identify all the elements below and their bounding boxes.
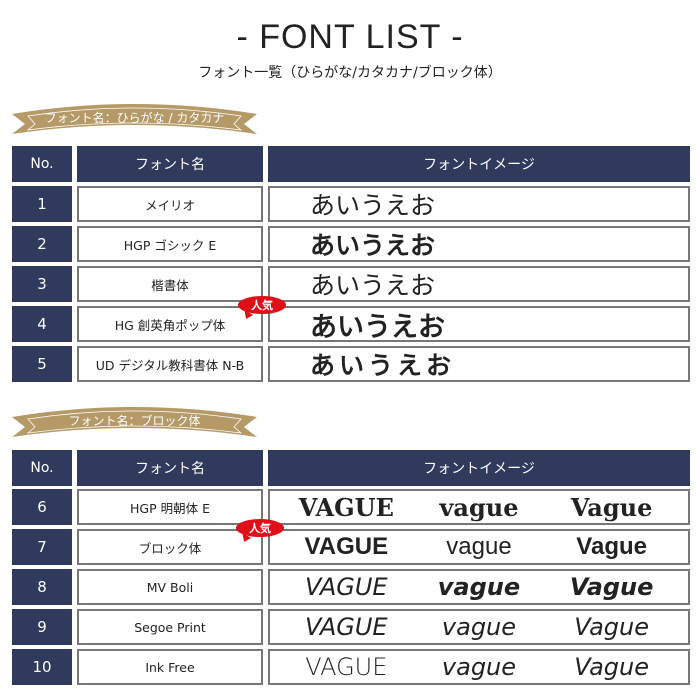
sample-text: Vague [574, 653, 650, 681]
font-name: Ink Free [77, 649, 263, 685]
row-number: 6 [12, 489, 72, 525]
sample-text: Vague [574, 613, 650, 641]
sample-text: vague [441, 653, 517, 681]
column-header: フォントイメージ [268, 146, 690, 182]
font-sample: あいうえお [268, 226, 690, 262]
font-name: HGP ゴシック E [77, 226, 263, 262]
sample-text: VAGUE [305, 613, 388, 641]
font-name: メイリオ [77, 186, 263, 222]
row-number: 7 [12, 529, 72, 565]
row-number: 1 [12, 186, 72, 222]
sample-text: vague [446, 533, 512, 560]
font-name: HGP 明朝体 E [77, 489, 263, 525]
font-sample: あいうえお [268, 186, 690, 222]
font-name: MV Boli [77, 569, 263, 605]
sample-text: Vague [576, 533, 647, 560]
sample-text: VAGUE [305, 573, 388, 601]
popular-badge: 人気 [236, 519, 284, 537]
sample-text: VAGUE [305, 653, 388, 681]
font-sample: VAGUE vague Vague [268, 529, 690, 565]
row-number: 3 [12, 266, 72, 302]
row-number: 10 [12, 649, 72, 685]
page-title: - FONT LIST - [236, 18, 464, 56]
section-banner: フォント名：ブロック体 [12, 403, 257, 439]
sample-text: vague [441, 613, 517, 641]
font-name: UD デジタル教科書体 N-B [77, 346, 263, 382]
column-header: フォント名 [77, 450, 263, 486]
font-name: 楷書体 [77, 266, 263, 302]
section-banner: フォント名：ひらがな / カタカナ [12, 100, 257, 136]
sample-text: VAGUE [304, 533, 389, 560]
font-sample: VAGUE vague Vague [268, 609, 690, 645]
column-header: No. [12, 450, 72, 486]
banner-label: フォント名：ひらがな / カタカナ [44, 111, 225, 125]
font-name: Segoe Print [77, 609, 263, 645]
popular-badge: 人気 [238, 296, 286, 314]
row-number: 4 [12, 306, 72, 342]
row-number: 8 [12, 569, 72, 605]
column-header: フォントイメージ [268, 450, 690, 486]
font-sample: VAGUE vague Vague [268, 649, 690, 685]
font-name: ブロック体 [77, 529, 263, 565]
column-header: No. [12, 146, 72, 182]
font-name: HG 創英角ポップ体 [77, 306, 263, 342]
row-number: 9 [12, 609, 72, 645]
banner-label: フォント名：ブロック体 [68, 414, 201, 428]
sample-text: vague [439, 492, 519, 522]
page-subtitle: フォント一覧（ひらがな/カタカナ/ブロック体） [198, 65, 502, 81]
sample-text: Vague [569, 573, 654, 601]
sample-text: VAGUE [298, 492, 394, 522]
font-sample: VAGUE vague Vague [268, 569, 690, 605]
row-number: 5 [12, 346, 72, 382]
font-sample: あいうえお [268, 266, 690, 302]
column-header: フォント名 [77, 146, 263, 182]
row-number: 2 [12, 226, 72, 262]
font-sample: あいうえお [268, 346, 690, 382]
sample-text: vague [437, 573, 521, 601]
font-sample: あいうえお [268, 306, 690, 343]
font-sample: VAGUE vague Vague [268, 489, 690, 525]
sample-text: Vague [570, 492, 653, 522]
